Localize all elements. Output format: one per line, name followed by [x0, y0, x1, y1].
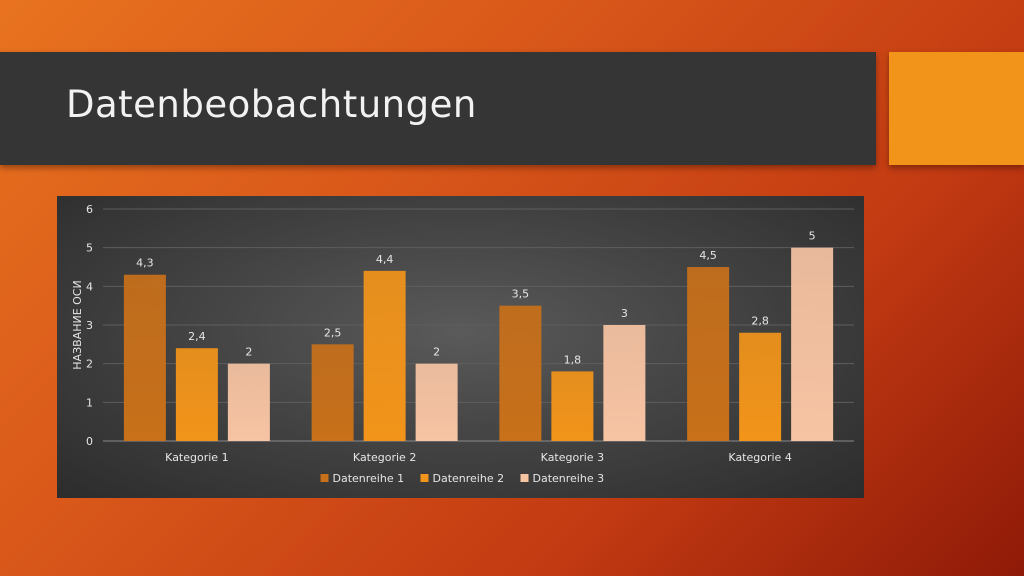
legend-swatch — [520, 474, 529, 482]
legend-swatch — [420, 474, 429, 482]
bar — [123, 274, 166, 441]
bar — [739, 332, 782, 441]
data-label: 3,5 — [512, 288, 530, 301]
legend-swatch — [320, 474, 329, 482]
slide-title: Datenbeobachtungen — [66, 83, 477, 126]
y-tick-label: 2 — [86, 358, 93, 371]
data-label: 2,8 — [751, 315, 769, 328]
bar-chart: 0 1 2 3 4 5 6 НАЗВАНИЕ ОСИ 4,3 2,4 2 Kategorie 1 2,5… — [71, 203, 854, 485]
y-tick-label: 3 — [86, 319, 93, 332]
accent-square — [889, 52, 1024, 165]
category-label: Kategorie 2 — [353, 451, 416, 464]
data-label: 3 — [621, 307, 628, 320]
category-label: Kategorie 3 — [541, 451, 604, 464]
title-bar — [0, 52, 876, 165]
bar — [175, 348, 218, 441]
y-tick-label: 6 — [86, 203, 93, 216]
y-tick-label: 4 — [86, 280, 93, 293]
y-tick-label: 5 — [86, 242, 93, 255]
y-tick-label: 0 — [86, 435, 93, 448]
bar — [227, 363, 270, 441]
y-axis-title: НАЗВАНИЕ ОСИ — [71, 280, 84, 369]
bar — [363, 270, 406, 441]
bar — [687, 267, 730, 441]
data-label: 5 — [809, 230, 816, 243]
data-label: 4,5 — [699, 249, 717, 262]
category-label: Kategorie 1 — [165, 451, 228, 464]
bar — [499, 305, 542, 441]
bar — [551, 371, 594, 441]
chart-panel: 0 1 2 3 4 5 6 НАЗВАНИЕ ОСИ 4,3 2,4 2 Kategorie 1 2,5… — [57, 196, 864, 498]
bar — [603, 325, 646, 441]
legend-label: Datenreihe 3 — [533, 472, 605, 485]
data-label: 4,3 — [136, 257, 154, 270]
legend-label: Datenreihe 2 — [433, 472, 505, 485]
y-tick-label: 1 — [86, 396, 93, 409]
data-label: 2,5 — [324, 326, 342, 339]
data-label: 2 — [433, 346, 440, 359]
bar — [311, 344, 354, 441]
category-label: Kategorie 4 — [728, 451, 791, 464]
data-label: 4,4 — [376, 253, 394, 266]
data-label: 2,4 — [188, 330, 206, 343]
data-label: 1,8 — [564, 353, 582, 366]
bar — [415, 363, 458, 441]
data-label: 2 — [245, 346, 252, 359]
legend-label: Datenreihe 1 — [333, 472, 405, 485]
bar — [791, 247, 834, 441]
